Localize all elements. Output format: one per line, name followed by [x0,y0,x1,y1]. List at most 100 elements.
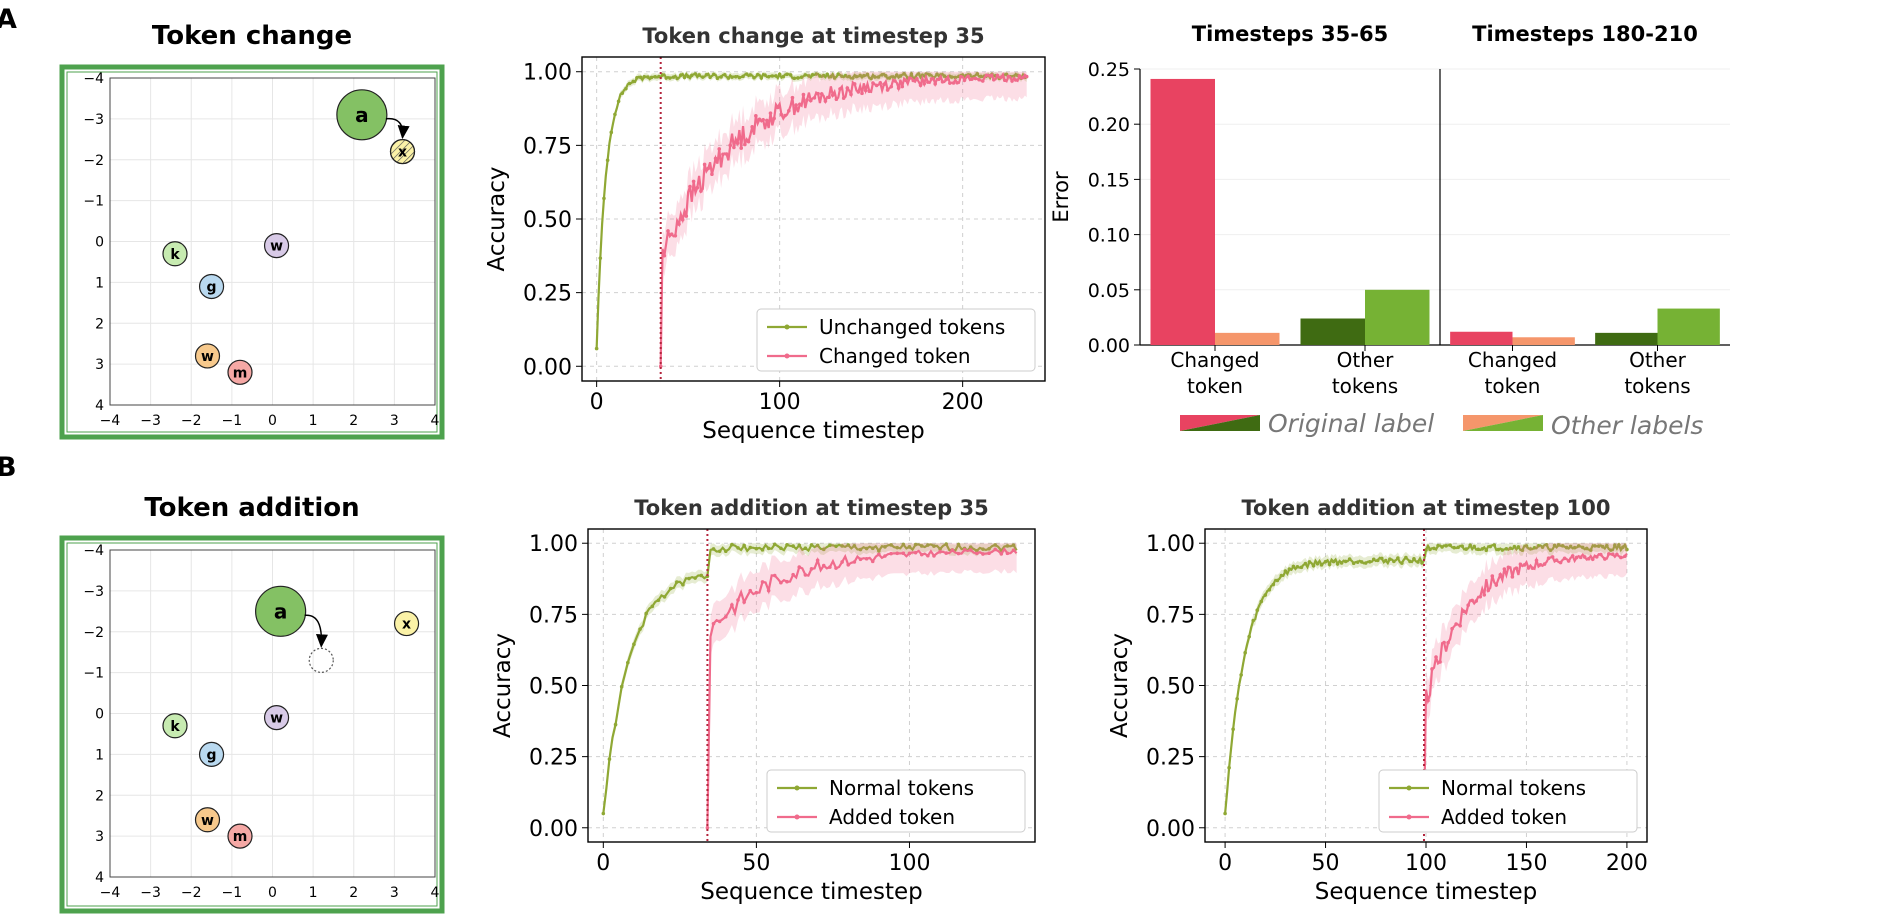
data-point [797,543,802,548]
data-point [984,73,989,78]
data-point [904,78,908,83]
embedding-axes [109,77,436,406]
confidence-band [1423,543,1627,848]
data-point [895,551,900,556]
data-point [1603,557,1607,561]
data-point [791,572,795,577]
y-tick-label: 0.50 [529,675,578,700]
data-point [668,586,673,591]
data-point [737,75,742,80]
data-point [1412,557,1416,561]
data-point [681,582,685,587]
x-tick-label: 100 [759,390,801,415]
data-point [1005,544,1010,548]
data-point [1621,545,1625,550]
y-tick-label: 1.00 [523,61,572,86]
y-tick-label: 0.20 [1088,114,1130,136]
data-point [858,73,862,78]
y-tick-label: 2 [95,788,104,804]
data-point [871,81,875,85]
data-point [1002,78,1007,83]
data-point [1005,551,1010,556]
data-point [605,158,610,163]
data-point [1601,544,1605,549]
legend-swatch-secondary [1463,415,1543,431]
data-point [1576,544,1581,548]
data-point [1021,75,1025,80]
data-point [962,78,967,83]
data-point [1623,554,1627,559]
data-point [607,757,612,761]
token-label: k [170,719,180,735]
data-point [950,548,955,553]
data-point [895,545,900,550]
data-point [956,551,961,556]
data-point [1566,559,1571,563]
data-point [1416,560,1420,564]
data-point [956,542,961,547]
y-tick-label: 0.25 [1146,746,1195,771]
y-tick-label: 3 [95,357,104,373]
data-point [981,547,985,551]
data-point [832,76,837,80]
data-point [902,72,906,76]
y-tick-label: 1.00 [1146,532,1195,557]
data-point [693,72,698,76]
data-point [779,112,784,117]
data-point [944,77,948,82]
data-point [1540,545,1545,549]
category-label: Changed [1170,348,1259,372]
x-tick-label: 1 [309,885,318,901]
data-point [940,79,945,84]
x-tick-label: −2 [181,413,202,429]
data-point [735,141,740,146]
data-point [770,74,775,78]
data-point [754,114,758,118]
data-point [631,79,636,84]
data-point [644,611,648,616]
data-point [864,546,869,551]
data-point [809,543,814,547]
y-tick-label: 2 [95,316,104,332]
data-point [713,156,718,161]
data-point [620,91,625,96]
data-point [980,79,985,83]
data-point [1586,556,1591,561]
accuracy-plot-addition-100: Token addition at timestep 100 0 50 100 150 2… [1107,496,1648,905]
data-point [1605,543,1609,548]
y-axis-label: Accuracy [484,166,510,271]
data-point [1512,544,1517,549]
data-point [616,99,621,104]
data-point [1307,560,1312,564]
data-point [999,75,1003,80]
data-point [739,146,744,150]
y-tick-label: 0.25 [529,746,578,771]
y-tick-label: 1 [95,275,104,291]
data-point [706,166,711,171]
x-tick-label: 100 [888,851,930,876]
data-point [962,548,967,552]
data-point [1462,609,1466,614]
data-point [863,88,868,93]
data-point [646,75,650,79]
y-axis-label: Accuracy [1107,633,1133,738]
data-point [1323,559,1328,564]
data-point [724,152,729,156]
move-arrow [304,614,328,648]
legend-label: Added token [1441,805,1567,829]
data-point [1380,556,1384,561]
data-point [717,147,722,151]
data-point [801,92,806,97]
data-point [1279,573,1284,578]
data-point [834,544,838,549]
data-point [1558,560,1563,565]
data-point [891,75,895,79]
data-point [1532,545,1537,550]
data-point [1484,548,1489,553]
data-point [598,256,603,260]
data-point [874,83,879,88]
data-point [1444,544,1448,548]
data-point [885,88,890,92]
data-point [814,72,819,76]
x-tick-label: 50 [742,851,770,876]
